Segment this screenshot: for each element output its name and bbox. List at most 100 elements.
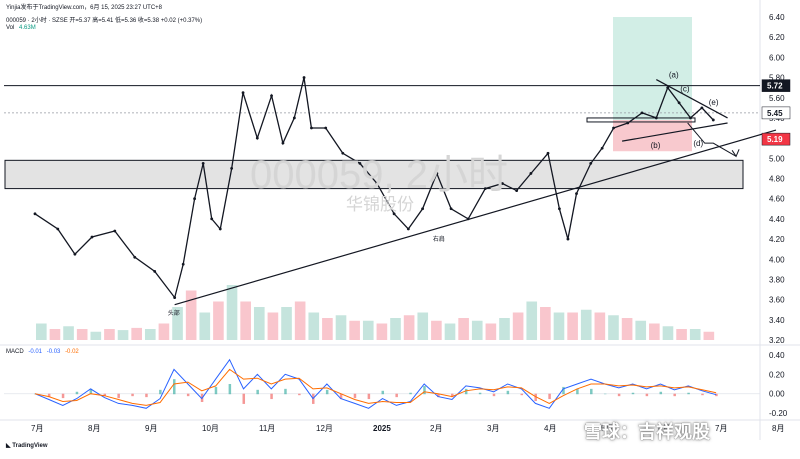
price-point <box>566 237 570 241</box>
price-point <box>113 229 117 233</box>
head-label: 头部 <box>168 309 180 317</box>
time-axis-tick: 6月 <box>658 424 670 433</box>
price-series-line <box>34 77 714 300</box>
price-axis-tick: 4.20 <box>769 235 785 244</box>
time-axis-tick: 10月 <box>202 424 219 433</box>
macd-histogram-bar <box>284 388 287 395</box>
macd-histogram-bar <box>645 393 649 397</box>
volume-label: Vol <box>6 25 15 31</box>
price-point <box>421 207 424 211</box>
volume-bar <box>567 312 578 340</box>
tradingview-logo[interactable]: ◣ TradingView <box>6 442 48 449</box>
volume-bar <box>403 315 415 340</box>
volume-bar <box>499 318 510 340</box>
volume-bar <box>281 307 292 340</box>
volume-bar <box>131 327 142 340</box>
price-point <box>210 217 214 221</box>
time-axis-tick: 3月 <box>487 424 499 433</box>
macd-histogram-bar <box>103 393 107 397</box>
macd-axis-tick: 0.40 <box>769 351 785 360</box>
price-axis-tick: 3.40 <box>769 316 785 325</box>
price-tag-stop: 5.19 <box>767 135 783 144</box>
volume-bar <box>471 320 483 340</box>
macd-histogram-bar <box>159 389 162 395</box>
price-point <box>546 151 550 155</box>
time-axis-tick: 7月 <box>715 424 727 433</box>
price-point <box>375 182 379 185</box>
volume-bar <box>649 323 660 340</box>
macd-histogram-bar <box>409 392 412 395</box>
volume-bar <box>90 331 102 340</box>
wave-label-d: (d) <box>693 139 703 148</box>
volume-bar <box>540 307 551 340</box>
price-tag-bg-last <box>761 106 791 120</box>
volume-bar <box>267 312 279 340</box>
price-axis-tick: 4.60 <box>769 195 785 204</box>
price-point <box>173 296 177 300</box>
price-axis-tick: 3.20 <box>769 336 785 345</box>
time-axis-tick: 11月 <box>259 424 275 433</box>
price-point <box>302 76 306 79</box>
price-tag-bg-resistance <box>761 79 791 92</box>
macd-histogram-bar <box>242 393 246 404</box>
price-point <box>406 227 410 231</box>
volume-bar <box>689 329 701 340</box>
price-point <box>181 262 185 266</box>
time-axis-tick: 8月 <box>772 424 784 433</box>
macd-line <box>34 358 717 409</box>
volume-bar <box>703 331 715 340</box>
macd-value-1: -0.01 <box>28 349 43 355</box>
price-axis-tick: 5.00 <box>769 154 785 163</box>
wave-label-a: (a) <box>669 71 679 80</box>
price-point <box>677 101 681 105</box>
volume-bar <box>117 330 129 340</box>
macd-histogram-bar <box>381 390 385 395</box>
volume-bar <box>349 320 360 340</box>
wave-label-b: (b) <box>651 141 661 150</box>
price-point <box>153 269 157 273</box>
macd-histogram-bar <box>270 393 273 400</box>
volume-bar <box>608 315 619 340</box>
volume-bar <box>104 329 115 340</box>
macd-histogram-bar <box>353 393 357 399</box>
macd-histogram-bar <box>576 388 579 395</box>
macd-histogram-bar <box>173 379 176 395</box>
macd-histogram-bar <box>673 393 676 397</box>
price-axis-tick: 3.60 <box>769 296 785 305</box>
price-point <box>324 126 328 130</box>
price-point <box>700 106 704 110</box>
price-axis-tick: 4.80 <box>769 175 785 184</box>
volume-bar <box>226 285 238 340</box>
macd-histogram-bar <box>506 390 510 395</box>
macd-histogram-bar <box>75 391 79 395</box>
macd-value-2: -0.03 <box>46 349 61 355</box>
volume-bar <box>63 326 74 340</box>
volume-bar <box>240 301 251 340</box>
macd-histogram-bar <box>339 393 343 400</box>
trendline-2 <box>656 79 728 119</box>
time-axis-tick: 7月 <box>31 424 43 433</box>
price-point <box>56 227 60 231</box>
projection-path <box>687 122 737 157</box>
macd-readout: MACD -0.01 -0.03 -0.02 <box>6 349 79 355</box>
macd-histogram-bar <box>61 393 65 399</box>
macd-histogram-bar <box>659 391 663 395</box>
macd-value-3: -0.02 <box>65 349 79 355</box>
price-axis-tick: 6.20 <box>769 33 785 42</box>
price-point <box>73 252 77 256</box>
macd-histogram-bar <box>256 389 259 395</box>
price-point <box>449 207 453 211</box>
entry-box <box>586 117 696 123</box>
price-point <box>575 192 578 196</box>
macd-histogram-bar <box>117 393 120 399</box>
price-point <box>90 235 94 239</box>
macd-axis-tick: 0.00 <box>769 390 785 399</box>
wave-label-c: (c) <box>680 85 690 94</box>
volume-value: 4.63M <box>19 25 36 31</box>
time-axis-tick: 8月 <box>88 424 100 433</box>
tradingview-brand: TradingView <box>12 443 48 449</box>
volume-bar <box>444 323 456 340</box>
volume-bar <box>662 326 674 340</box>
price-tag-bg-stop <box>761 132 791 146</box>
